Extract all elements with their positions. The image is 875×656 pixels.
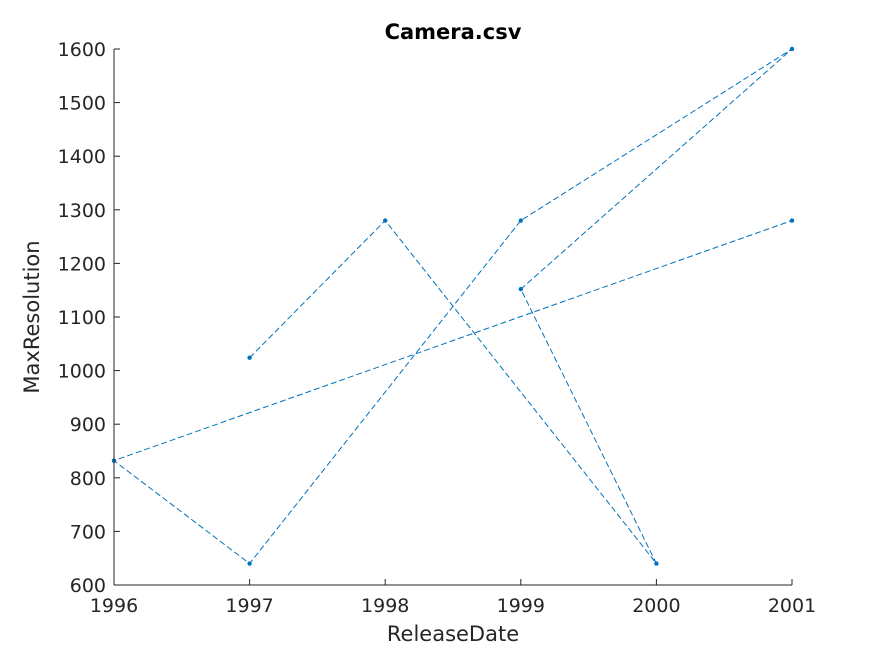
- y-axis-label: MaxResolution: [20, 240, 44, 393]
- y-axis-ticks: 600 700 800 900 1000 1100 1200 1300 1400 1500 1600: [58, 39, 120, 597]
- data-point: [518, 218, 523, 223]
- y-tick-label: 1000: [58, 361, 106, 383]
- series-layer: [111, 46, 795, 566]
- y-tick-label: 700: [70, 521, 106, 543]
- data-point: [383, 218, 388, 223]
- x-tick-label: 2001: [768, 595, 816, 617]
- y-tick-label: 1300: [58, 200, 106, 222]
- y-tick-label: 1600: [58, 39, 106, 61]
- x-tick-label: 1999: [497, 595, 545, 617]
- x-axis-ticks: 1996 1997 1998 1999 2000 2001: [90, 579, 816, 617]
- x-axis-label: ReleaseDate: [387, 622, 519, 646]
- x-tick-label: 2000: [632, 595, 680, 617]
- data-point: [247, 355, 252, 360]
- data-point: [789, 46, 795, 52]
- series-line: [112, 48, 793, 565]
- y-tick-label: 1100: [58, 307, 106, 329]
- x-tick-label: 1997: [225, 595, 273, 617]
- plot-area: 1996 1997 1998 1999 2000 2001 600 700 800 900 100…: [58, 39, 817, 617]
- y-tick-label: 1200: [58, 253, 106, 275]
- x-tick-label: 1998: [361, 595, 409, 617]
- y-tick-label: 900: [70, 414, 106, 436]
- y-tick-label: 800: [70, 468, 106, 490]
- data-point: [247, 561, 252, 566]
- data-point: [654, 561, 659, 566]
- x-tick-label: 1996: [90, 595, 138, 617]
- y-tick-label: 1400: [58, 146, 106, 168]
- data-point: [789, 218, 795, 223]
- y-tick-label: 1500: [58, 93, 106, 115]
- y-tick-label: 600: [70, 575, 106, 597]
- data-point: [518, 286, 523, 292]
- chart-title: Camera.csv: [385, 20, 522, 44]
